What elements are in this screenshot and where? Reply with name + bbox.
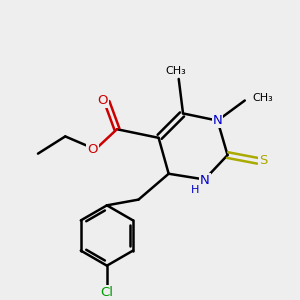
- Text: O: O: [87, 143, 98, 156]
- Text: O: O: [98, 94, 108, 107]
- Text: N: N: [200, 174, 209, 188]
- Text: Cl: Cl: [100, 286, 113, 299]
- Text: H: H: [191, 185, 200, 195]
- Text: S: S: [259, 154, 268, 167]
- Text: CH₃: CH₃: [166, 65, 186, 76]
- Text: CH₃: CH₃: [252, 93, 273, 103]
- Text: N: N: [213, 114, 222, 127]
